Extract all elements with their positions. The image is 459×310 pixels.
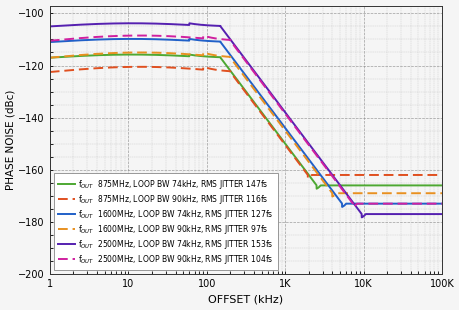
f$_{OUT}$  875MHz, LOOP BW 90kHz, RMS JITTER 116fs: [92, 67, 97, 70]
f$_{OUT}$  2500MHz, LOOP BW 74kHz, RMS JITTER 153fs: [389, 212, 394, 216]
f$_{OUT}$  875MHz, LOOP BW 74kHz, RMS JITTER 147fs: [115, 53, 120, 56]
f$_{OUT}$  1600MHz, LOOP BW 90kHz, RMS JITTER 97fs: [431, 191, 437, 195]
f$_{OUT}$  2500MHz, LOOP BW 74kHz, RMS JITTER 153fs: [47, 24, 52, 28]
f$_{OUT}$  2500MHz, LOOP BW 90kHz, RMS JITTER 104fs: [115, 34, 120, 38]
f$_{OUT}$  2500MHz, LOOP BW 74kHz, RMS JITTER 153fs: [115, 21, 120, 25]
Line: f$_{OUT}$  875MHz, LOOP BW 74kHz, RMS JITTER 147fs: f$_{OUT}$ 875MHz, LOOP BW 74kHz, RMS JIT…: [50, 55, 441, 189]
f$_{OUT}$  1600MHz, LOOP BW 74kHz, RMS JITTER 127fs: [339, 205, 344, 209]
f$_{OUT}$  875MHz, LOOP BW 74kHz, RMS JITTER 147fs: [92, 53, 97, 57]
f$_{OUT}$  875MHz, LOOP BW 74kHz, RMS JITTER 147fs: [197, 54, 203, 58]
f$_{OUT}$  2500MHz, LOOP BW 74kHz, RMS JITTER 153fs: [431, 212, 437, 216]
f$_{OUT}$  1600MHz, LOOP BW 90kHz, RMS JITTER 97fs: [197, 53, 203, 57]
f$_{OUT}$  1600MHz, LOOP BW 74kHz, RMS JITTER 127fs: [47, 40, 52, 44]
Line: f$_{OUT}$  875MHz, LOOP BW 90kHz, RMS JITTER 116fs: f$_{OUT}$ 875MHz, LOOP BW 90kHz, RMS JIT…: [50, 67, 441, 178]
f$_{OUT}$  2500MHz, LOOP BW 74kHz, RMS JITTER 153fs: [438, 212, 444, 216]
f$_{OUT}$  2500MHz, LOOP BW 74kHz, RMS JITTER 153fs: [358, 215, 364, 219]
f$_{OUT}$  875MHz, LOOP BW 90kHz, RMS JITTER 116fs: [438, 173, 444, 177]
f$_{OUT}$  2500MHz, LOOP BW 90kHz, RMS JITTER 104fs: [92, 35, 97, 39]
f$_{OUT}$  1600MHz, LOOP BW 90kHz, RMS JITTER 97fs: [47, 56, 52, 60]
f$_{OUT}$  875MHz, LOOP BW 90kHz, RMS JITTER 116fs: [137, 65, 142, 69]
f$_{OUT}$  1600MHz, LOOP BW 90kHz, RMS JITTER 97fs: [389, 191, 394, 195]
f$_{OUT}$  875MHz, LOOP BW 74kHz, RMS JITTER 147fs: [389, 184, 394, 187]
f$_{OUT}$  875MHz, LOOP BW 74kHz, RMS JITTER 147fs: [47, 56, 52, 60]
f$_{OUT}$  875MHz, LOOP BW 90kHz, RMS JITTER 116fs: [214, 68, 220, 72]
f$_{OUT}$  1600MHz, LOOP BW 90kHz, RMS JITTER 97fs: [115, 51, 120, 55]
f$_{OUT}$  2500MHz, LOOP BW 74kHz, RMS JITTER 153fs: [92, 22, 97, 26]
Line: f$_{OUT}$  2500MHz, LOOP BW 90kHz, RMS JITTER 104fs: f$_{OUT}$ 2500MHz, LOOP BW 90kHz, RMS JI…: [50, 36, 441, 207]
f$_{OUT}$  1600MHz, LOOP BW 74kHz, RMS JITTER 127fs: [92, 38, 97, 42]
f$_{OUT}$  2500MHz, LOOP BW 90kHz, RMS JITTER 104fs: [137, 34, 142, 38]
f$_{OUT}$  1600MHz, LOOP BW 74kHz, RMS JITTER 127fs: [129, 37, 134, 41]
f$_{OUT}$  875MHz, LOOP BW 74kHz, RMS JITTER 147fs: [438, 184, 444, 187]
f$_{OUT}$  1600MHz, LOOP BW 74kHz, RMS JITTER 127fs: [115, 37, 120, 41]
f$_{OUT}$  875MHz, LOOP BW 90kHz, RMS JITTER 116fs: [197, 68, 203, 71]
f$_{OUT}$  2500MHz, LOOP BW 90kHz, RMS JITTER 104fs: [47, 39, 52, 42]
f$_{OUT}$  875MHz, LOOP BW 74kHz, RMS JITTER 147fs: [313, 187, 319, 191]
f$_{OUT}$  2500MHz, LOOP BW 90kHz, RMS JITTER 104fs: [214, 37, 220, 41]
f$_{OUT}$  875MHz, LOOP BW 74kHz, RMS JITTER 147fs: [129, 53, 134, 56]
f$_{OUT}$  1600MHz, LOOP BW 90kHz, RMS JITTER 97fs: [137, 51, 142, 54]
f$_{OUT}$  2500MHz, LOOP BW 90kHz, RMS JITTER 104fs: [438, 202, 444, 206]
f$_{OUT}$  1600MHz, LOOP BW 90kHz, RMS JITTER 97fs: [438, 191, 444, 195]
f$_{OUT}$  1600MHz, LOOP BW 74kHz, RMS JITTER 127fs: [214, 40, 220, 43]
f$_{OUT}$  2500MHz, LOOP BW 74kHz, RMS JITTER 153fs: [197, 23, 203, 27]
Line: f$_{OUT}$  1600MHz, LOOP BW 74kHz, RMS JITTER 127fs: f$_{OUT}$ 1600MHz, LOOP BW 74kHz, RMS JI…: [50, 39, 441, 207]
f$_{OUT}$  875MHz, LOOP BW 90kHz, RMS JITTER 116fs: [304, 176, 310, 180]
Line: f$_{OUT}$  1600MHz, LOOP BW 90kHz, RMS JITTER 97fs: f$_{OUT}$ 1600MHz, LOOP BW 90kHz, RMS JI…: [50, 52, 441, 197]
f$_{OUT}$  2500MHz, LOOP BW 90kHz, RMS JITTER 104fs: [197, 36, 203, 40]
f$_{OUT}$  1600MHz, LOOP BW 74kHz, RMS JITTER 127fs: [389, 202, 394, 206]
f$_{OUT}$  1600MHz, LOOP BW 74kHz, RMS JITTER 127fs: [438, 202, 444, 206]
f$_{OUT}$  875MHz, LOOP BW 74kHz, RMS JITTER 147fs: [214, 55, 220, 59]
f$_{OUT}$  875MHz, LOOP BW 74kHz, RMS JITTER 147fs: [431, 184, 437, 187]
f$_{OUT}$  1600MHz, LOOP BW 90kHz, RMS JITTER 97fs: [92, 52, 97, 56]
f$_{OUT}$  1600MHz, LOOP BW 90kHz, RMS JITTER 97fs: [329, 195, 334, 198]
f$_{OUT}$  875MHz, LOOP BW 90kHz, RMS JITTER 116fs: [47, 70, 52, 74]
f$_{OUT}$  1600MHz, LOOP BW 74kHz, RMS JITTER 127fs: [197, 38, 203, 42]
f$_{OUT}$  875MHz, LOOP BW 90kHz, RMS JITTER 116fs: [389, 173, 394, 177]
f$_{OUT}$  2500MHz, LOOP BW 90kHz, RMS JITTER 104fs: [349, 205, 355, 209]
Legend: f$_{OUT}$  875MHz, LOOP BW 74kHz, RMS JITTER 147fs, f$_{OUT}$  875MHz, LOOP BW 9: f$_{OUT}$ 875MHz, LOOP BW 74kHz, RMS JIT…: [54, 174, 277, 270]
f$_{OUT}$  875MHz, LOOP BW 90kHz, RMS JITTER 116fs: [431, 173, 437, 177]
f$_{OUT}$  1600MHz, LOOP BW 90kHz, RMS JITTER 97fs: [214, 54, 220, 57]
f$_{OUT}$  2500MHz, LOOP BW 90kHz, RMS JITTER 104fs: [389, 202, 394, 206]
Line: f$_{OUT}$  2500MHz, LOOP BW 74kHz, RMS JITTER 153fs: f$_{OUT}$ 2500MHz, LOOP BW 74kHz, RMS JI…: [50, 23, 441, 217]
f$_{OUT}$  2500MHz, LOOP BW 74kHz, RMS JITTER 153fs: [214, 24, 220, 28]
Y-axis label: PHASE NOISE (dBc): PHASE NOISE (dBc): [6, 90, 16, 190]
f$_{OUT}$  2500MHz, LOOP BW 74kHz, RMS JITTER 153fs: [129, 21, 134, 25]
f$_{OUT}$  2500MHz, LOOP BW 90kHz, RMS JITTER 104fs: [431, 202, 437, 206]
f$_{OUT}$  1600MHz, LOOP BW 74kHz, RMS JITTER 127fs: [431, 202, 437, 206]
f$_{OUT}$  875MHz, LOOP BW 90kHz, RMS JITTER 116fs: [115, 65, 120, 69]
X-axis label: OFFSET (kHz): OFFSET (kHz): [208, 294, 283, 304]
